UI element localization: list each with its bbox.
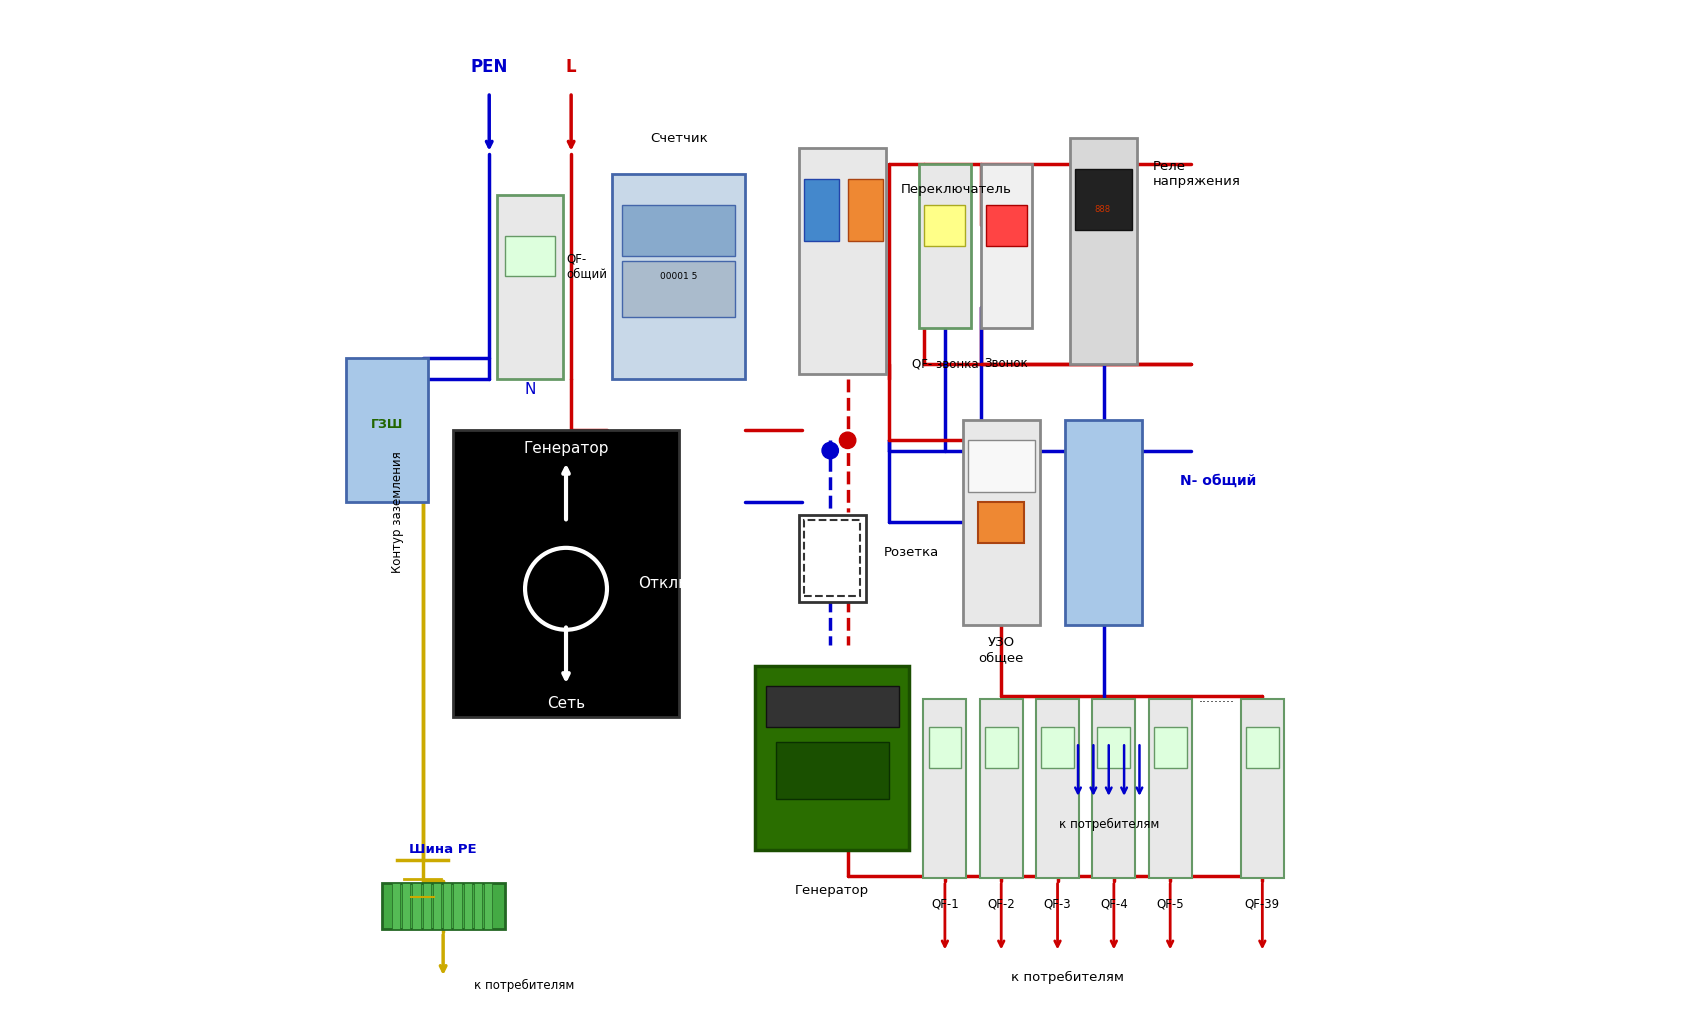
Bar [622,205,735,256]
Bar [1154,727,1186,768]
Text: ГЗШ: ГЗШ [371,419,403,431]
Text: QF- звонка: QF- звонка [912,357,979,370]
Bar [962,420,1040,625]
Bar [804,179,839,241]
Bar [622,261,735,317]
Text: Генератор: Генератор [524,440,608,456]
Text: 888: 888 [1095,206,1110,214]
Text: Шина РЕ: Шина РЕ [409,844,477,856]
Text: QF-3: QF-3 [1043,897,1072,910]
Text: к потребителям: к потребителям [1058,818,1159,830]
Bar [1036,698,1078,878]
Bar [1149,698,1191,878]
Text: QF-2: QF-2 [987,897,1014,910]
Bar [925,205,966,246]
Bar [612,174,745,379]
Bar [1097,727,1131,768]
Text: QF-1: QF-1 [932,897,959,910]
Bar [497,195,563,379]
Bar [848,179,883,241]
Bar [1070,138,1137,364]
Text: PEN: PEN [470,57,507,76]
Bar [799,148,886,374]
Bar [1092,698,1136,878]
Bar [453,883,462,930]
Bar [453,430,679,717]
Text: Генератор: Генератор [795,885,869,897]
Bar [1075,169,1132,230]
Text: N: N [524,382,536,396]
Bar [923,698,967,878]
Bar [1240,698,1284,878]
Bar [393,883,399,930]
Bar [443,883,452,930]
Bar [1041,727,1073,768]
Bar [981,164,1031,328]
Text: Контур заземления: Контур заземления [391,452,404,572]
Text: QF-4: QF-4 [1100,897,1127,910]
Text: QF-39: QF-39 [1245,897,1281,910]
Bar [423,883,431,930]
Bar [473,883,482,930]
Bar [463,883,472,930]
Text: Сеть: Сеть [548,696,585,712]
Bar [920,164,971,328]
Text: Переключатель: Переключатель [901,183,1011,196]
Bar [928,727,960,768]
Bar [765,686,898,727]
Bar [967,440,1035,492]
Text: N- общий: N- общий [1181,474,1257,488]
Bar [382,883,504,930]
Bar [986,205,1026,246]
Bar [1245,727,1279,768]
Bar [413,883,421,930]
Circle shape [839,432,856,449]
Bar [984,727,1018,768]
Bar [1065,420,1142,625]
Bar [755,666,910,850]
Bar [403,883,411,930]
Text: Отключение: Отключение [637,577,738,591]
Bar [979,698,1023,878]
Text: к потребителям: к потребителям [1011,972,1124,984]
Text: УЗО
общее: УЗО общее [979,636,1024,665]
Text: к потребителям: к потребителям [473,979,575,991]
Bar [804,519,861,596]
Bar [799,514,866,601]
Text: QF-5: QF-5 [1156,897,1185,910]
Text: Розетка: Розетка [883,547,939,559]
Text: 00001 5: 00001 5 [661,272,698,281]
Text: Звонок: Звонок [984,357,1028,370]
Bar [484,883,492,930]
Text: L: L [566,57,576,76]
Bar [345,358,428,502]
Bar [979,502,1024,543]
Text: Реле
напряжения: Реле напряжения [1153,160,1240,188]
Bar [775,742,888,799]
Text: .........: ......... [1198,692,1233,706]
Text: QF-
общий: QF- общий [566,252,607,281]
Text: Счетчик: Счетчик [650,132,708,144]
Bar [433,883,441,930]
Bar [506,236,556,276]
Circle shape [822,442,839,459]
